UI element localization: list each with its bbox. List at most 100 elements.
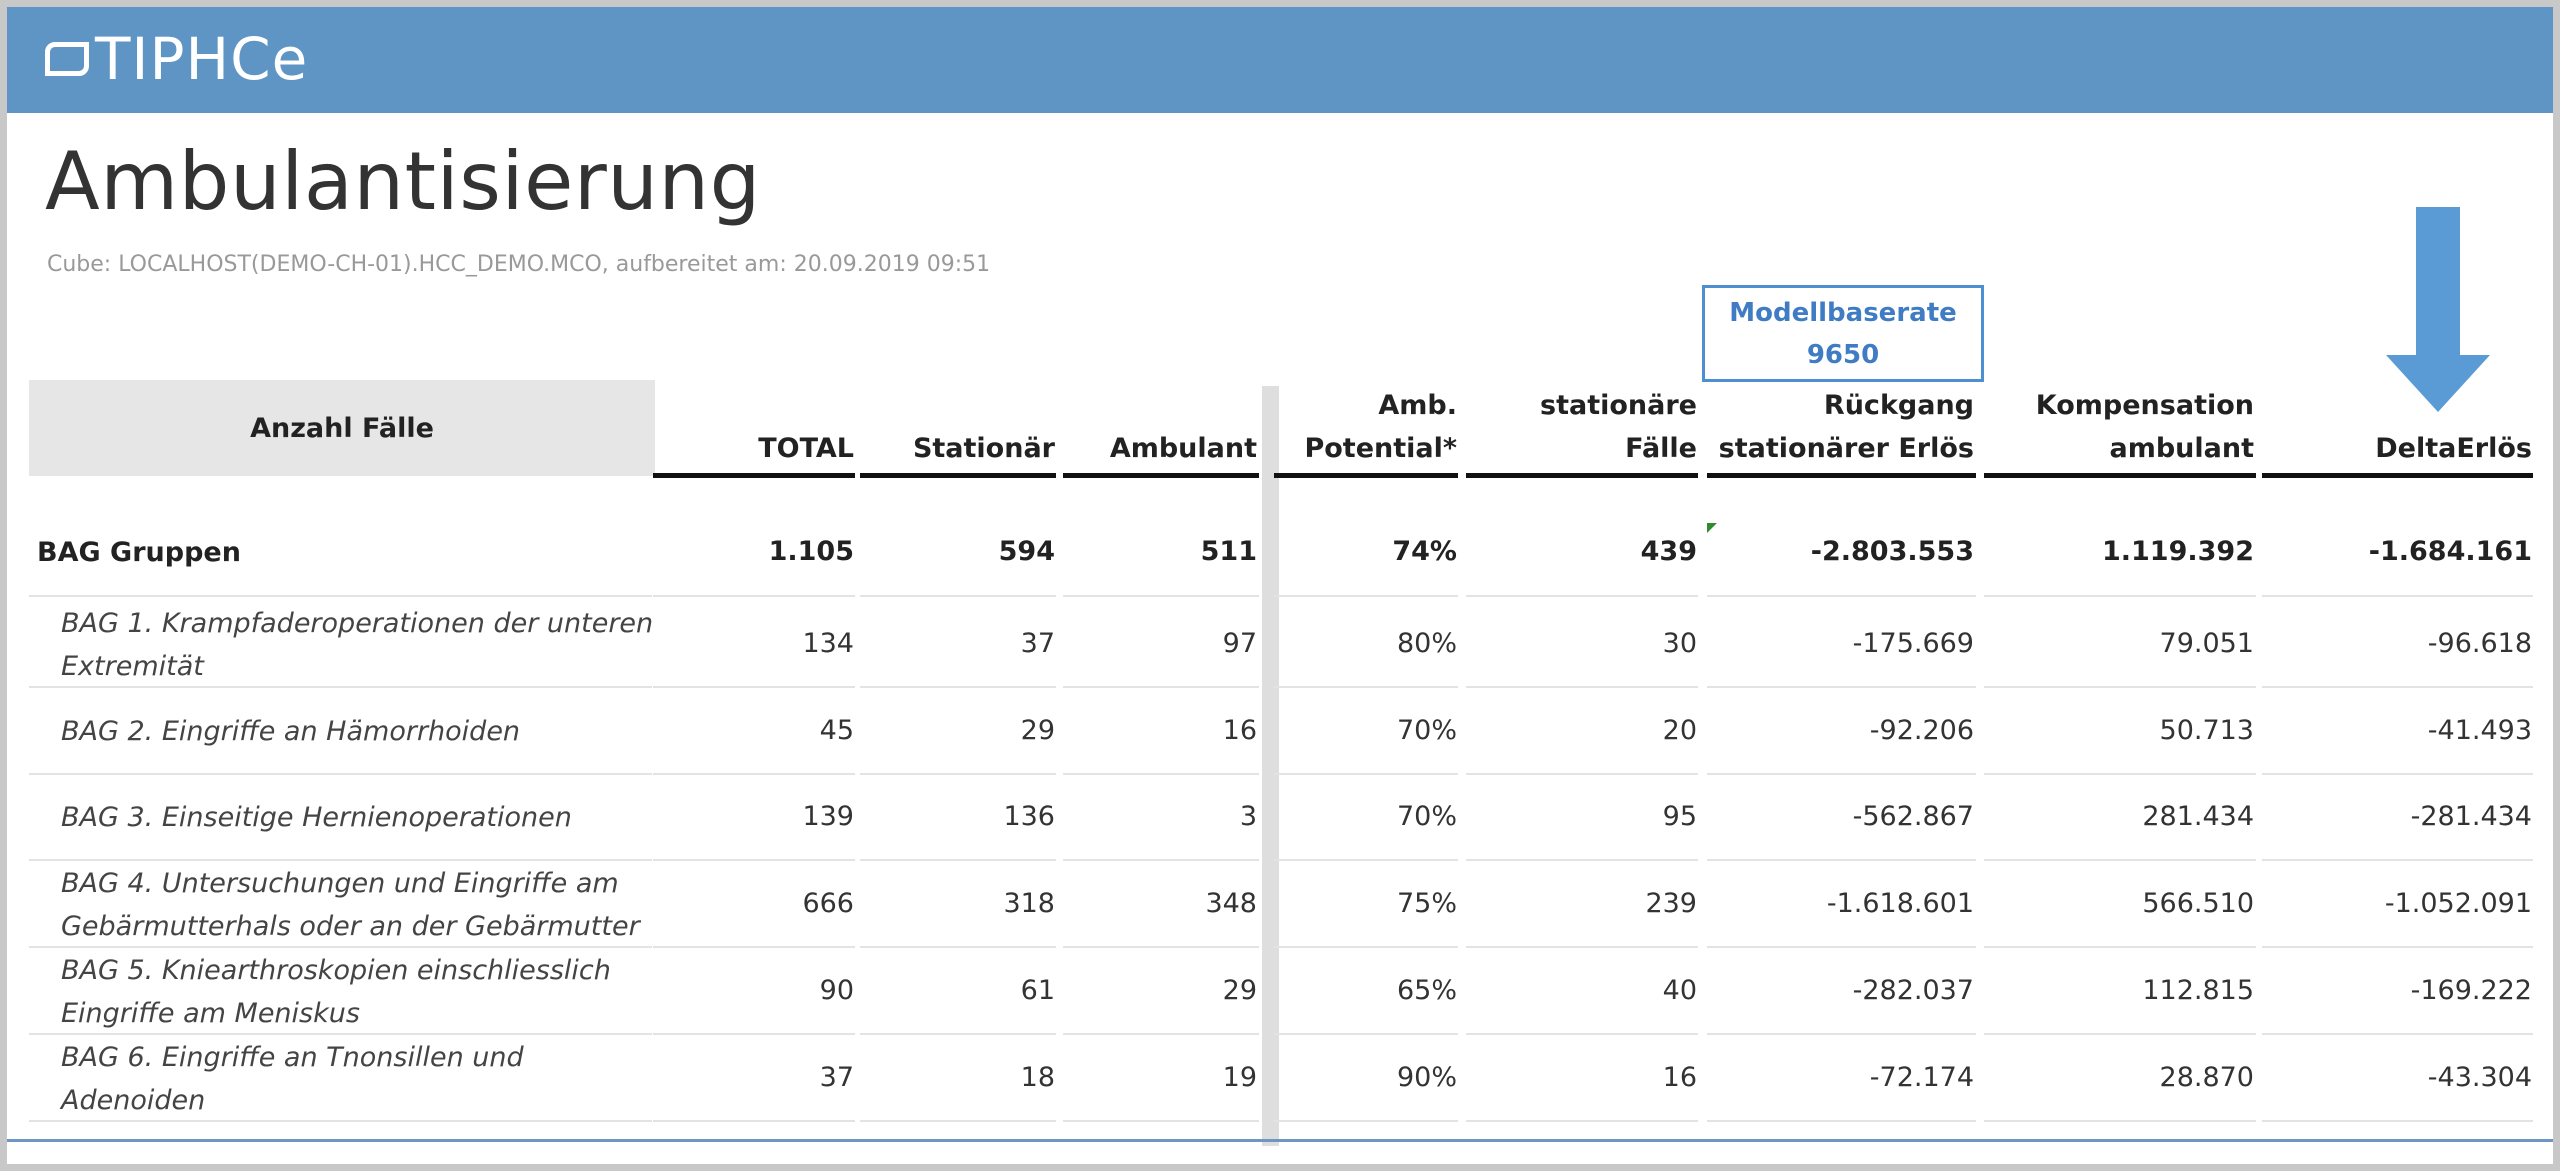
row-label: BAG Gruppen: [37, 531, 241, 574]
table-cell[interactable]: 90: [819, 974, 854, 1006]
table-cell[interactable]: 16: [1662, 1061, 1697, 1093]
table-cell[interactable]: 348: [1205, 887, 1257, 919]
modellbaserate-box[interactable]: Modellbaserate 9650: [1702, 285, 1984, 382]
table-cell[interactable]: 74%: [1392, 535, 1457, 567]
column-underline: [653, 473, 855, 478]
down-arrow-icon: [2386, 207, 2490, 412]
row-divider: [1274, 773, 1458, 775]
table-cell[interactable]: 666: [802, 887, 854, 919]
table-cell[interactable]: 18: [1020, 1061, 1055, 1093]
table-cell[interactable]: -1.618.601: [1826, 887, 1974, 919]
row-divider: [1707, 686, 1976, 688]
row-divider: [653, 686, 855, 688]
table-cell[interactable]: 594: [998, 535, 1055, 567]
table-cell[interactable]: 37: [1020, 627, 1055, 659]
table-cell[interactable]: 97: [1222, 627, 1257, 659]
row-divider: [1984, 859, 2256, 861]
column-header-6: Kompensation ambulant: [1924, 384, 2254, 470]
app-logo[interactable]: TIPHCe: [45, 25, 308, 93]
table-cell[interactable]: -281.434: [2410, 800, 2532, 832]
table-cell[interactable]: -92.206: [1869, 714, 1974, 746]
row-label: BAG 2. Eingriffe an Hämorrhoiden: [61, 710, 520, 753]
row-label-line: BAG 5. Kniearthroskopien einschliesslich: [61, 954, 611, 986]
table-cell[interactable]: 19: [1222, 1061, 1257, 1093]
table-cell[interactable]: 95: [1662, 800, 1697, 832]
column-header-0: TOTAL: [524, 384, 854, 470]
table-cell[interactable]: 318: [1003, 887, 1055, 919]
table-cell[interactable]: 1.119.392: [2101, 535, 2254, 567]
table-cell[interactable]: 566.510: [2142, 887, 2254, 919]
row-divider: [2262, 1120, 2533, 1122]
table-cell[interactable]: -72.174: [1869, 1061, 1974, 1093]
table-cell[interactable]: 136: [1003, 800, 1055, 832]
row-divider: [1707, 946, 1976, 948]
table-cell[interactable]: 134: [802, 627, 854, 659]
row-divider: [2262, 686, 2533, 688]
table-cell[interactable]: -282.037: [1852, 974, 1974, 1006]
row-divider: [653, 859, 855, 861]
table-cell[interactable]: 1.105: [768, 535, 854, 567]
table-cell[interactable]: 29: [1222, 974, 1257, 1006]
table-cell[interactable]: 29: [1020, 714, 1055, 746]
table-cell[interactable]: 45: [819, 714, 854, 746]
row-divider: [1274, 859, 1458, 861]
table-cell[interactable]: 28.870: [2159, 1061, 2254, 1093]
table-cell[interactable]: 65%: [1396, 974, 1457, 1006]
column-header-line1: Amb.: [1378, 390, 1457, 421]
row-divider: [860, 1033, 1056, 1035]
row-divider: [1707, 773, 1976, 775]
table-cell[interactable]: 70%: [1396, 800, 1457, 832]
logo-text: TIPHCe: [95, 25, 309, 93]
table-cell[interactable]: 50.713: [2159, 714, 2254, 746]
table-cell[interactable]: -1.052.091: [2384, 887, 2532, 919]
table-cell[interactable]: -562.867: [1852, 800, 1974, 832]
table-cell[interactable]: 40: [1662, 974, 1697, 1006]
table-cell[interactable]: -2.803.553: [1810, 535, 1974, 567]
table-cell[interactable]: 20: [1662, 714, 1697, 746]
table-cell[interactable]: 16: [1222, 714, 1257, 746]
row-label: BAG 6. Eingriffe an Tnonsillen und Adenoi…: [61, 1036, 524, 1122]
table-cell[interactable]: 37: [819, 1061, 854, 1093]
row-label-line: Extremität: [61, 650, 204, 682]
table-cell[interactable]: 80%: [1396, 627, 1457, 659]
row-divider: [29, 1033, 652, 1035]
table-cell[interactable]: 439: [1640, 535, 1697, 567]
table-cell[interactable]: 139: [802, 800, 854, 832]
row-divider: [860, 686, 1056, 688]
table-cell[interactable]: -169.222: [2410, 974, 2532, 1006]
table-cell[interactable]: 112.815: [2142, 974, 2254, 1006]
column-separator: [1262, 386, 1279, 1146]
table-cell[interactable]: 61: [1020, 974, 1055, 1006]
table-cell[interactable]: 79.051: [2159, 627, 2254, 659]
table-cell[interactable]: -1.684.161: [2368, 535, 2532, 567]
row-divider: [1466, 946, 1698, 948]
table-cell[interactable]: -43.304: [2427, 1061, 2532, 1093]
table-cell[interactable]: 75%: [1396, 887, 1457, 919]
table-cell[interactable]: 30: [1662, 627, 1697, 659]
top-bar: TIPHCe: [7, 7, 2553, 113]
row-label-line: Eingriffe am Meniskus: [61, 997, 360, 1029]
table-cell[interactable]: 281.434: [2142, 800, 2254, 832]
row-divider: [1466, 686, 1698, 688]
column-header-line1: Rückgang: [1823, 390, 1974, 421]
column-header-line1: [2202, 384, 2532, 427]
table-cell[interactable]: -175.669: [1852, 627, 1974, 659]
row-label-line: BAG Gruppen: [37, 537, 241, 568]
column-underline: [1274, 473, 1458, 478]
table-cell[interactable]: 90%: [1396, 1061, 1457, 1093]
row-divider: [1274, 946, 1458, 948]
table-cell[interactable]: -96.618: [2427, 627, 2532, 659]
column-header-line2: Stationär: [912, 433, 1055, 464]
column-header-line2: DeltaErlös: [2375, 433, 2532, 464]
table-cell[interactable]: 511: [1200, 535, 1257, 567]
column-underline: [1466, 473, 1698, 478]
table-cell[interactable]: 3: [1239, 800, 1257, 832]
modellbaserate-label: Modellbaserate: [1729, 298, 1957, 328]
table-cell[interactable]: 239: [1645, 887, 1697, 919]
row-divider: [29, 595, 652, 597]
column-header-7: DeltaErlös: [2202, 384, 2532, 470]
table-cell[interactable]: -41.493: [2427, 714, 2532, 746]
table-cell[interactable]: 70%: [1396, 714, 1457, 746]
column-underline: [1063, 473, 1259, 478]
row-header: Anzahl Fälle: [29, 380, 655, 476]
